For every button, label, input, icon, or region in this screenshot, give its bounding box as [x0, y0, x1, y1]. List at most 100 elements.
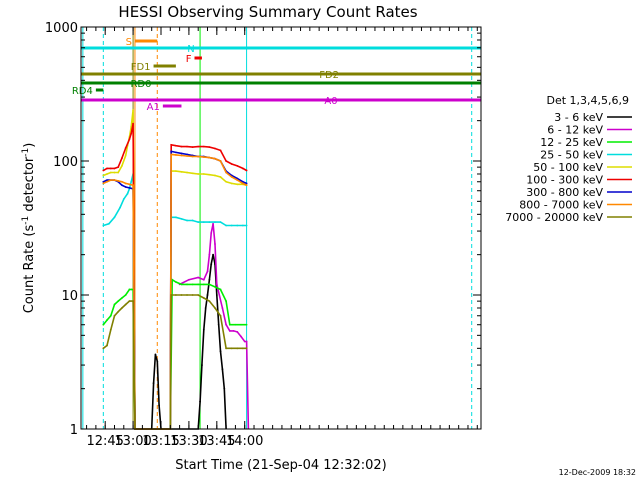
series-point	[202, 145, 205, 148]
series-point	[121, 307, 123, 309]
series-point	[174, 154, 177, 156]
series-point	[197, 276, 200, 279]
x-tick-label-5: 14:00	[226, 434, 263, 449]
series-point	[245, 182, 248, 185]
series-point	[186, 153, 188, 156]
flag-label-n: N	[187, 44, 194, 55]
series-point	[132, 122, 134, 125]
series-point	[174, 216, 177, 219]
flag-label-s: S	[126, 37, 132, 48]
x-tick-label-3: 13:30	[170, 434, 207, 449]
series-point	[197, 145, 200, 148]
series-point	[219, 314, 222, 317]
series-point	[202, 328, 205, 331]
series-point	[208, 278, 211, 281]
series-point	[122, 198, 125, 200]
series-point	[130, 288, 133, 291]
legend-label-3: 25 - 50 keV	[540, 149, 603, 162]
y-tick-label-1: 10	[61, 289, 78, 304]
series-point	[186, 145, 188, 148]
series-point	[132, 300, 134, 303]
series-point	[241, 182, 244, 185]
series-point	[186, 294, 188, 296]
flag-label-fd1: FD1	[131, 62, 151, 73]
series-point	[132, 184, 134, 187]
series-point	[230, 176, 233, 178]
series-point	[219, 350, 222, 353]
series-point	[113, 167, 116, 170]
series-point	[225, 180, 228, 183]
series-point	[128, 288, 131, 291]
flag-label-a0: A0	[324, 96, 337, 107]
series-point	[128, 183, 131, 186]
legend-label-6: 300 - 800 keV	[526, 186, 603, 199]
series-point	[236, 164, 239, 167]
y-axis-label-end: )	[22, 143, 37, 148]
series-point	[199, 400, 201, 403]
series-point	[121, 157, 123, 160]
series-point	[121, 180, 123, 183]
series-point	[214, 147, 216, 150]
series-point	[186, 171, 188, 174]
series-point	[245, 323, 248, 326]
series-point	[221, 368, 224, 370]
legend-label-5: 100 - 300 keV	[526, 174, 603, 187]
series-point	[215, 294, 218, 296]
y-axis-label-tail: detector	[22, 156, 37, 216]
series-point	[245, 347, 248, 350]
series-point	[174, 144, 177, 147]
series-point	[241, 347, 244, 350]
plot-area: S F FD1 FD2 RD0 RD4 A0 A1 N	[72, 27, 481, 430]
series-point	[243, 340, 246, 343]
series-point	[170, 294, 173, 296]
series-point	[202, 283, 205, 286]
series-point	[228, 323, 231, 326]
legend-label-7: 800 - 7000 keV	[519, 199, 603, 212]
series-line-0	[150, 254, 227, 430]
series-point	[208, 156, 211, 159]
series-point	[180, 294, 183, 296]
x-tick-label-0: 12:45	[86, 434, 123, 449]
flag-label-a1: A1	[147, 102, 160, 113]
series-point	[130, 180, 133, 183]
series-point	[191, 294, 194, 296]
series-point	[124, 154, 127, 157]
series-point	[230, 224, 233, 227]
series-point	[102, 174, 105, 177]
series-point	[210, 232, 213, 234]
y-tick-label-0: 1	[70, 423, 78, 438]
series-point	[210, 263, 213, 266]
series-point	[113, 314, 116, 317]
series-point	[225, 224, 228, 227]
y-axis: 1 10 100 1000	[45, 21, 481, 438]
y-axis-label-sup: -1	[21, 216, 31, 225]
y-tick-label-3: 1000	[45, 21, 78, 36]
x-tick-label-1: 13:00	[114, 434, 151, 449]
series-point	[102, 347, 105, 350]
series-point	[117, 300, 120, 303]
series-point	[245, 224, 248, 227]
series-point	[219, 160, 222, 162]
series-point	[102, 323, 105, 326]
series-point	[236, 224, 239, 227]
flag-label-rd0: RD0	[130, 79, 151, 90]
series-point	[126, 192, 129, 195]
chart-title: HESSI Observing Summary Count Rates	[118, 3, 417, 21]
series-point	[119, 206, 121, 209]
series-point	[225, 300, 228, 303]
legend-label-0: 3 - 6 keV	[554, 111, 603, 124]
series-point	[214, 307, 216, 309]
series-point	[219, 176, 222, 178]
series-point	[241, 224, 244, 227]
series-point	[245, 169, 248, 172]
series-point	[225, 160, 228, 162]
series-point	[236, 183, 239, 186]
series-point	[124, 182, 127, 185]
series-point	[232, 329, 235, 332]
y-tick-label-2: 100	[53, 155, 78, 170]
series-point	[113, 303, 116, 306]
series-point	[206, 270, 209, 273]
